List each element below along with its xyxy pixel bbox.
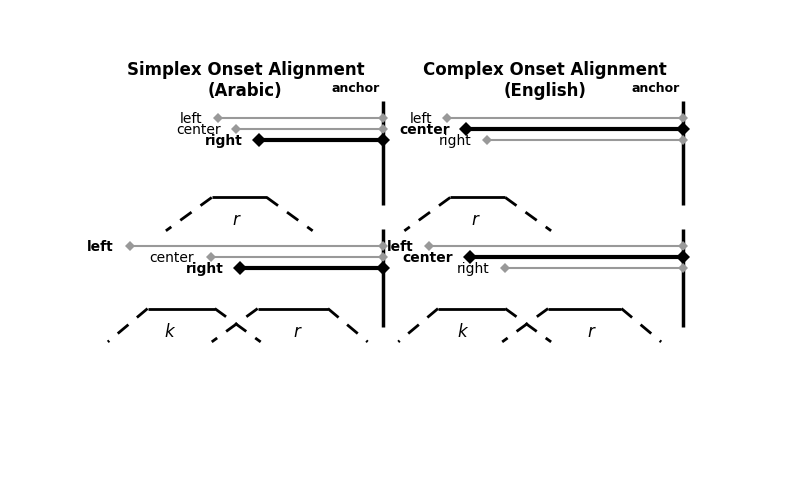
Text: r: r	[471, 210, 478, 228]
Text: anchor: anchor	[631, 82, 679, 95]
Text: r: r	[294, 322, 301, 340]
Text: left: left	[180, 111, 203, 126]
Text: Complex Onset Alignment
(English): Complex Onset Alignment (English)	[423, 61, 667, 100]
Text: center: center	[176, 123, 221, 137]
Text: right: right	[186, 261, 224, 275]
Text: right: right	[439, 134, 472, 148]
Text: right: right	[204, 134, 242, 148]
Text: center: center	[402, 250, 453, 264]
Text: center: center	[399, 123, 451, 137]
Text: left: left	[387, 239, 413, 253]
Text: right: right	[457, 261, 490, 275]
Text: anchor: anchor	[331, 82, 380, 95]
Text: k: k	[458, 322, 467, 340]
Text: k: k	[164, 322, 174, 340]
Text: left: left	[87, 239, 114, 253]
Text: left: left	[409, 111, 432, 126]
Text: r: r	[588, 322, 594, 340]
Text: r: r	[233, 210, 240, 228]
Text: Simplex Onset Alignment
(Arabic): Simplex Onset Alignment (Arabic)	[126, 61, 365, 100]
Text: center: center	[149, 250, 193, 264]
